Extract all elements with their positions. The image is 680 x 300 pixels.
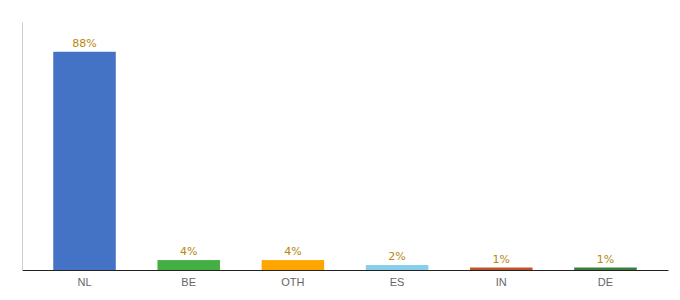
data-label: 4%: [180, 245, 197, 258]
x-tick-label: ES: [390, 276, 405, 288]
bar: [366, 265, 429, 270]
x-tick-label: OTH: [281, 276, 304, 288]
bar: [157, 260, 220, 270]
y-axis-line: [22, 23, 23, 271]
chart: NL BE OTH ES IN DE 88% 4% 4% 2% 1% 1%: [0, 0, 680, 300]
data-label: 1%: [597, 253, 614, 266]
x-tick-label: NL: [77, 276, 91, 288]
bar: [262, 260, 325, 270]
x-tick: OTH: [281, 276, 304, 288]
x-tick-label: DE: [598, 276, 613, 288]
bars: [53, 52, 636, 270]
x-axis: NL BE OTH ES IN DE: [23, 271, 669, 288]
y-axis: [22, 23, 23, 271]
x-tick: NL: [77, 276, 91, 288]
plot: NL BE OTH ES IN DE 88% 4% 4% 2% 1% 1%: [23, 23, 669, 288]
bar: [574, 268, 637, 270]
x-tick-label: BE: [181, 276, 196, 288]
bar: [53, 52, 116, 270]
data-label: 2%: [388, 250, 405, 263]
x-tick: BE: [181, 276, 196, 288]
bar: [470, 268, 533, 270]
x-tick-label: IN: [496, 276, 507, 288]
x-tick: DE: [598, 276, 613, 288]
x-tick: ES: [390, 276, 405, 288]
x-tick: IN: [496, 276, 507, 288]
data-labels: 88% 4% 4% 2% 1% 1%: [72, 37, 614, 266]
x-axis-line: [23, 270, 669, 271]
data-label: 4%: [284, 245, 301, 258]
data-label: 1%: [493, 253, 510, 266]
data-label: 88%: [72, 37, 96, 50]
